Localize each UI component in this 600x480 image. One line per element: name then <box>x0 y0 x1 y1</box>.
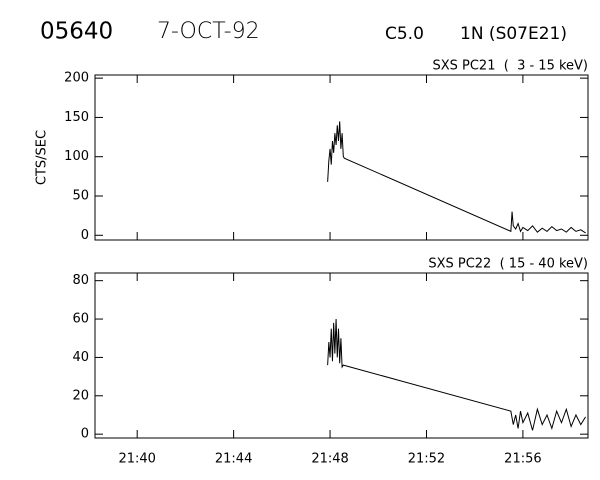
y-tick-label: 0 <box>81 228 89 243</box>
x-tick-label: 21:48 <box>311 452 348 467</box>
x-tick-label: 21:44 <box>215 452 252 467</box>
y-tick-label: 60 <box>72 312 89 327</box>
plot-frame <box>94 272 589 439</box>
date: 7-OCT-92 <box>157 19 260 44</box>
y-tick-label: 0 <box>81 427 89 442</box>
y-tick-label: 100 <box>64 149 89 164</box>
plot-frame <box>94 74 589 241</box>
y-tick-label: 200 <box>64 71 89 86</box>
x-tick-label: 21:56 <box>504 452 541 467</box>
panel-title: SXS PC21 ( 3 - 15 keV) <box>432 59 588 74</box>
observation-number: 05640 <box>40 19 113 45</box>
flare-class: C5.0 <box>385 24 424 44</box>
flare-location: 1N (S07E21) <box>460 24 567 44</box>
y-tick-label: 40 <box>72 350 89 365</box>
y-axis-label: CTS/SEC <box>35 130 50 185</box>
y-tick-label: 80 <box>72 273 89 288</box>
y-tick-label: 20 <box>72 388 89 403</box>
x-tick-label: 21:40 <box>118 452 155 467</box>
y-tick-label: 150 <box>64 110 89 125</box>
data-line <box>327 319 587 431</box>
data-line <box>327 121 586 234</box>
panel-title: SXS PC22 ( 15 - 40 keV) <box>428 257 588 272</box>
x-tick-label: 21:52 <box>408 452 445 467</box>
y-tick-label: 50 <box>72 189 89 204</box>
